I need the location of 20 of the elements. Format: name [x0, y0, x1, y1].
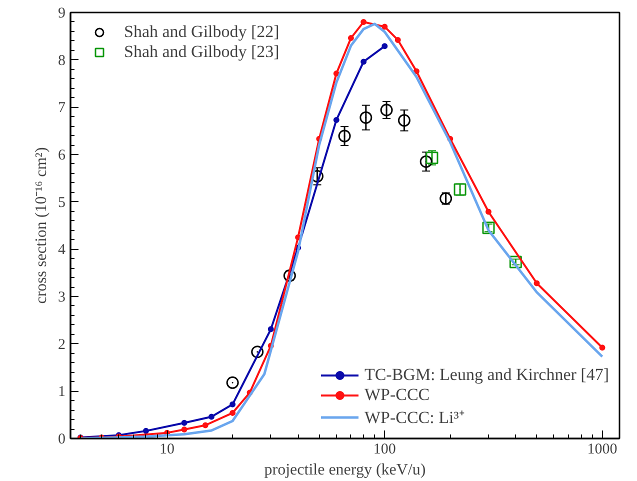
x-tick-label: 1000: [587, 442, 618, 458]
x-tick-label: 10: [160, 442, 175, 458]
y-tick-label: 5: [58, 194, 66, 211]
y-tick-label: 8: [58, 52, 66, 69]
y-axis-title: cross section (10⁻¹⁶ cm²): [33, 147, 50, 304]
legend-label: WP-CCC: [364, 385, 430, 405]
y-tick-label: 7: [58, 100, 66, 116]
legend-label: TC-BGM: Leung and Kirchner [47]: [364, 365, 609, 385]
y-tick-label: 1: [58, 384, 66, 400]
legend-label: WP-CCC: Li³⁺: [364, 407, 465, 428]
y-tick-label: 9: [58, 6, 66, 22]
legend-label: Shah and Gilbody [23]: [124, 42, 280, 62]
x-tick-label: 100: [373, 442, 396, 458]
y-tick-label: 6: [58, 148, 66, 164]
y-tick-label: 2: [58, 336, 66, 353]
y-tick-label: 0: [58, 432, 66, 448]
y-tick-label: 4: [58, 242, 66, 258]
y-tick-label: 3: [58, 290, 66, 306]
x-axis-title: projectile energy (keV/u): [264, 462, 426, 478]
legend-label: Shah and Gilbody [22]: [124, 22, 280, 42]
